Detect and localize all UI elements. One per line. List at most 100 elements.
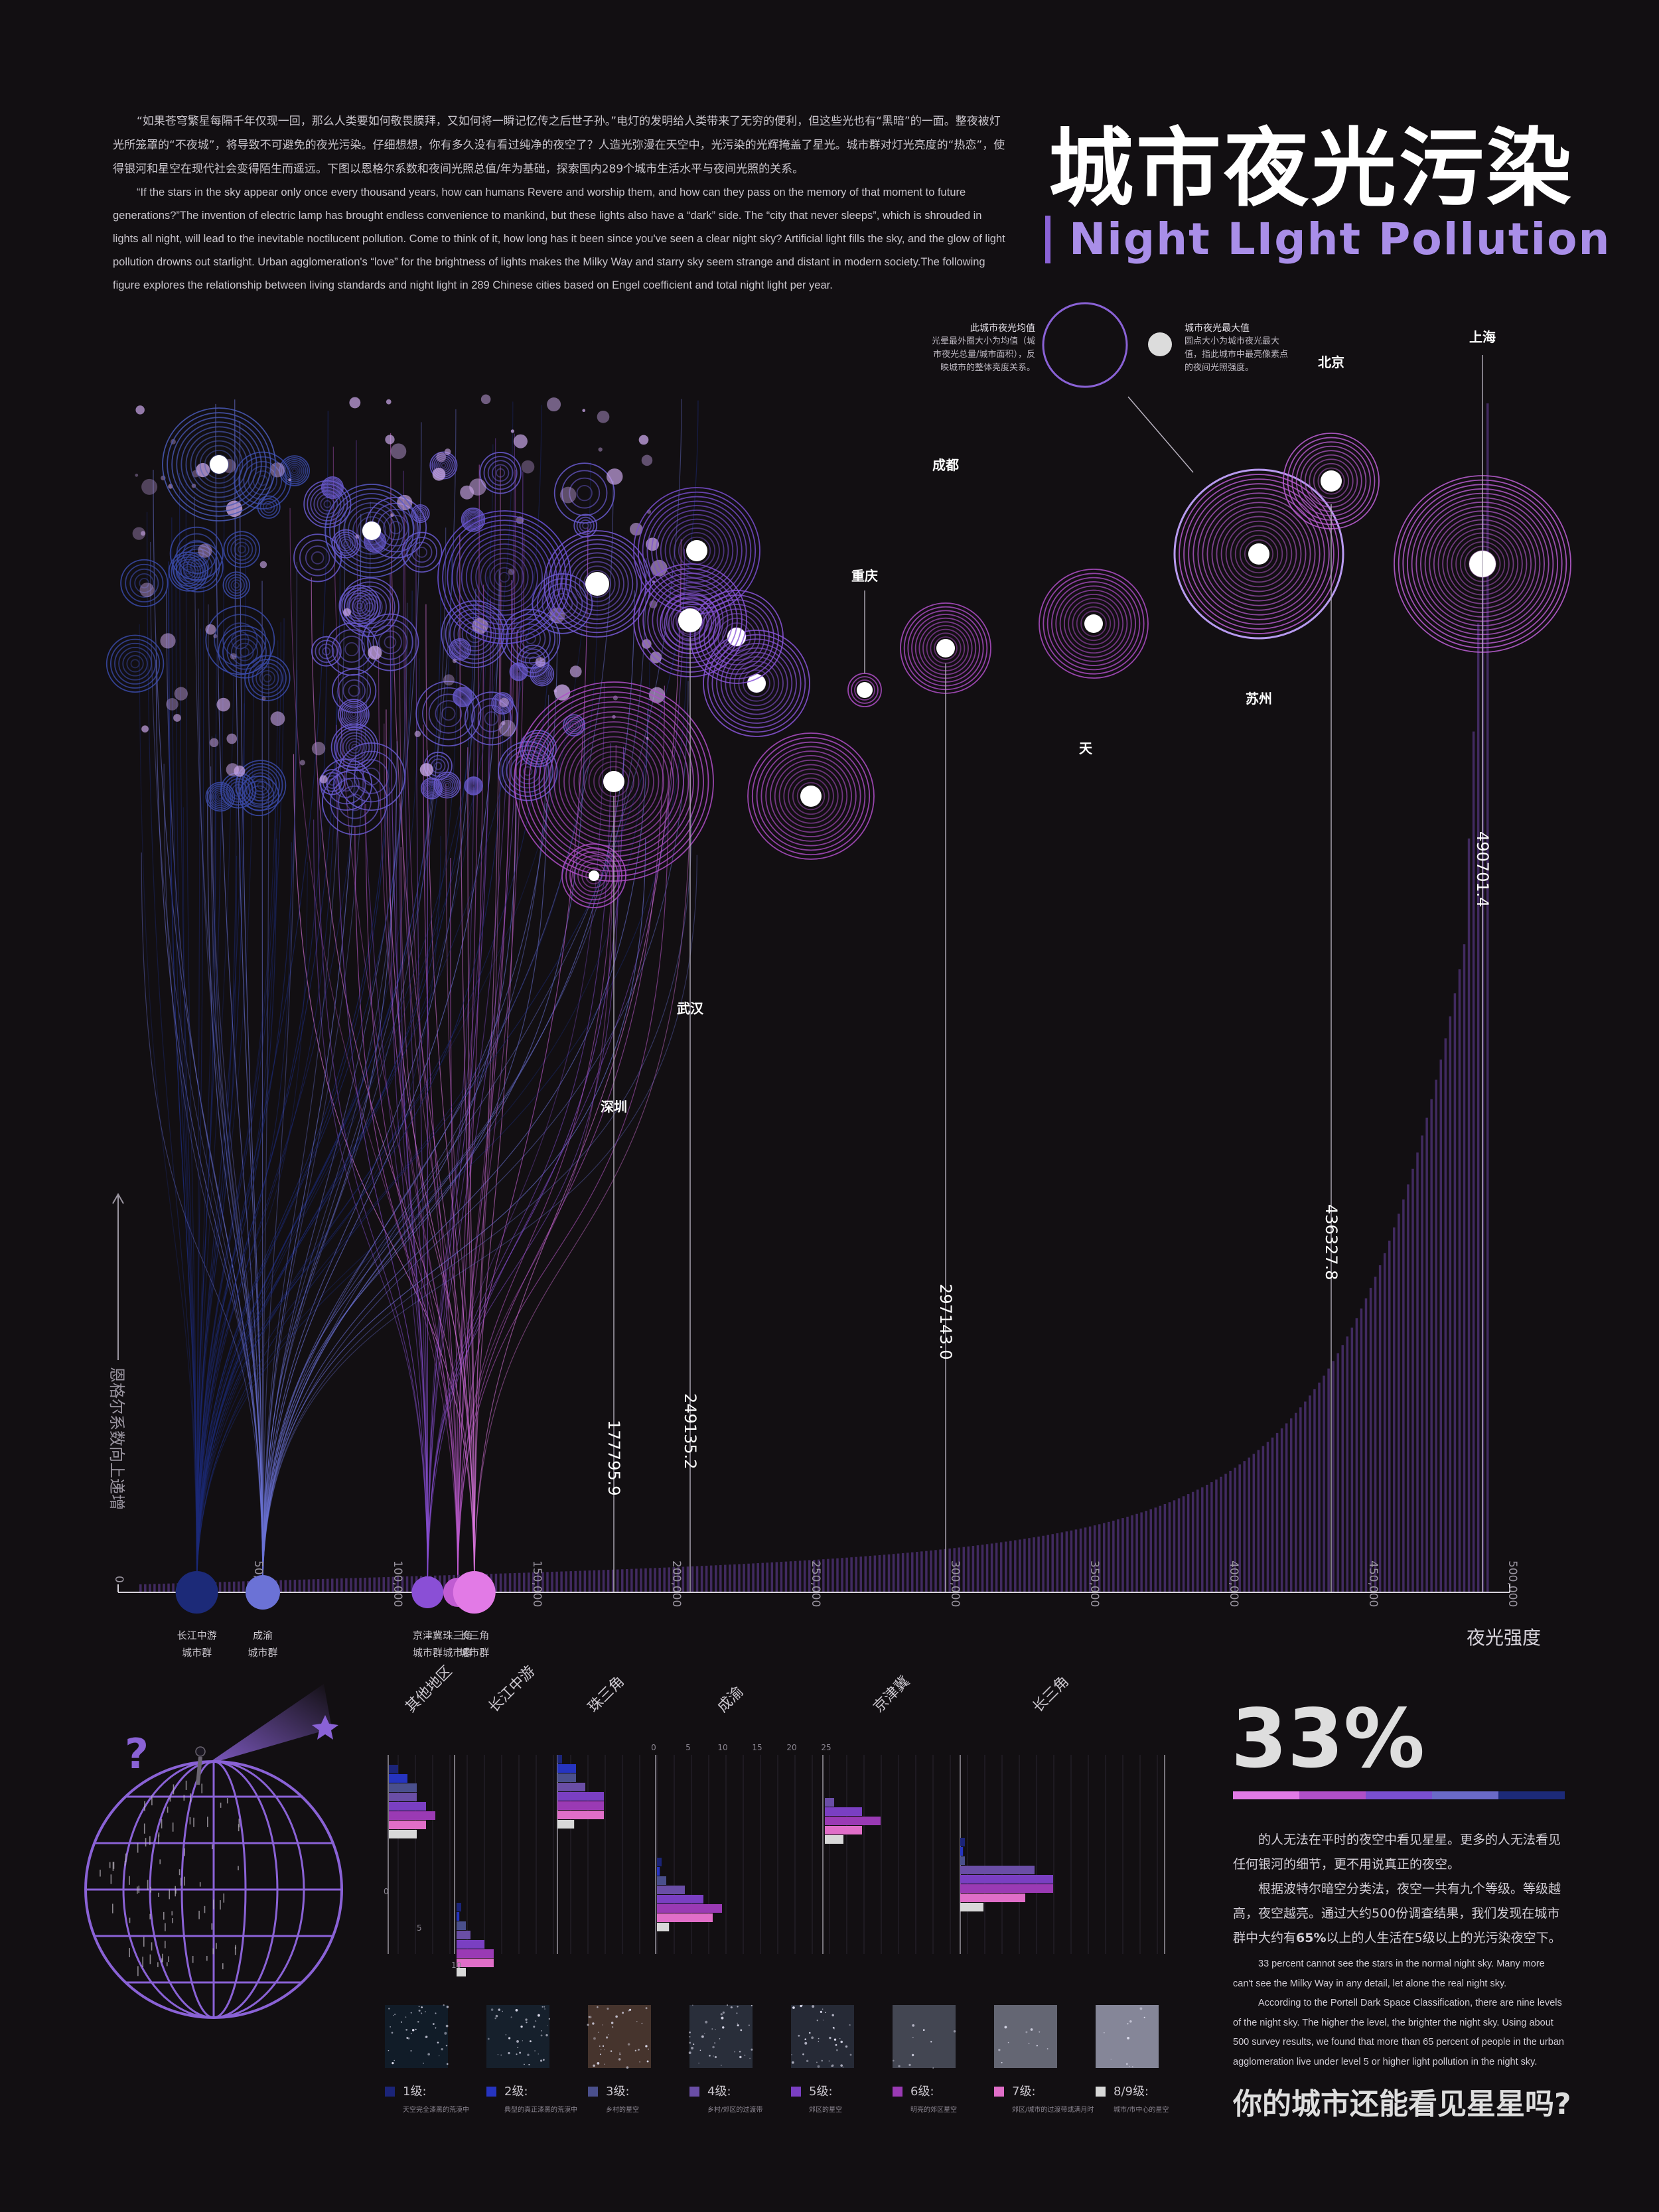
sky-star bbox=[634, 2049, 637, 2051]
city-bar bbox=[1145, 1511, 1147, 1592]
halo-chongqing bbox=[847, 673, 882, 707]
halo-ring bbox=[226, 534, 257, 565]
city-bar bbox=[551, 1572, 553, 1592]
halo-ring bbox=[437, 775, 457, 795]
city-bar bbox=[1355, 1318, 1358, 1592]
sky-star bbox=[607, 2007, 609, 2010]
halo-ring bbox=[210, 787, 230, 807]
halo-ring bbox=[351, 597, 368, 614]
halo-ring bbox=[233, 582, 240, 588]
sky-star bbox=[831, 2014, 834, 2017]
level-swatch bbox=[1096, 2087, 1106, 2097]
sky-star bbox=[510, 2016, 512, 2018]
city-bar bbox=[770, 1562, 774, 1592]
city-label: 成都 bbox=[932, 457, 959, 473]
sky-swatch-tone bbox=[486, 2005, 549, 2068]
halo-ring bbox=[366, 619, 413, 665]
city-bar bbox=[1407, 1184, 1409, 1592]
halo-ring bbox=[172, 541, 224, 593]
city-link-curve bbox=[196, 576, 488, 1590]
city-link-curve bbox=[196, 653, 393, 1590]
city-max-dot bbox=[499, 697, 509, 708]
sky-star bbox=[1028, 2042, 1030, 2045]
sky-star bbox=[1039, 2031, 1041, 2033]
legend-dot-title: 城市夜光最大值 bbox=[1185, 323, 1250, 334]
halo-dot bbox=[210, 455, 228, 474]
halo-ring bbox=[581, 863, 607, 888]
halo-ring bbox=[320, 758, 373, 811]
halo-ring bbox=[515, 623, 546, 654]
region-label: 长三角 bbox=[1030, 1673, 1072, 1716]
halo-ring bbox=[496, 468, 506, 478]
halo-big-2 bbox=[747, 732, 875, 860]
bortle-bar bbox=[557, 1801, 604, 1810]
city-bar bbox=[443, 1575, 446, 1592]
city-bar bbox=[738, 1564, 741, 1592]
halo-ring bbox=[244, 769, 277, 802]
sky-star bbox=[525, 2018, 528, 2021]
bortle-bar bbox=[657, 1904, 722, 1913]
halo-ring bbox=[237, 545, 246, 554]
sky-star bbox=[415, 2028, 417, 2031]
city-bar bbox=[1280, 1428, 1283, 1592]
sky-star bbox=[593, 2037, 596, 2040]
sky-star bbox=[840, 2064, 843, 2067]
sky-star bbox=[849, 2024, 851, 2026]
level-swatch bbox=[385, 2087, 395, 2097]
sky-star bbox=[604, 2063, 605, 2065]
stat-cn-2: 根据波特尔暗空分类法，夜空一共有九个等级。等级越高，夜空越亮。通过大约500份调… bbox=[1233, 1877, 1565, 1951]
city-max-dot bbox=[553, 689, 557, 693]
city-link-curve bbox=[262, 570, 500, 1590]
sky-star bbox=[791, 2061, 794, 2064]
small-halo bbox=[320, 758, 373, 811]
sky-star bbox=[587, 2024, 589, 2026]
city-bar bbox=[1009, 1541, 1012, 1592]
halo-ring bbox=[384, 636, 397, 649]
level-desc: 明亮的郊区星空 bbox=[910, 2105, 957, 2114]
halo-ring bbox=[347, 708, 360, 721]
city-link-curve bbox=[207, 790, 263, 1590]
legend-ring-text: 此城市夜光均值 光晕最外圈大小为均值（城市夜光总量/城市面积），反映城市的整体亮… bbox=[929, 322, 1035, 375]
city-bar bbox=[144, 1584, 147, 1592]
sky-star bbox=[435, 2027, 437, 2029]
city-bar bbox=[1477, 623, 1480, 1593]
halo-ring bbox=[428, 784, 435, 792]
city-bar bbox=[218, 1582, 222, 1592]
city-bar bbox=[930, 1550, 932, 1592]
city-bar bbox=[621, 1569, 624, 1592]
sky-star bbox=[832, 2026, 835, 2029]
halo-ring bbox=[342, 734, 367, 760]
x-axis: 050,000100,000150,000200,000250,000300,0… bbox=[108, 1192, 1541, 1649]
city-link-curve bbox=[262, 681, 689, 1590]
halo-ring bbox=[441, 707, 456, 721]
sky-star bbox=[619, 2053, 621, 2055]
halo-ring bbox=[502, 745, 554, 797]
agglomeration-label: 珠三角 bbox=[443, 1629, 472, 1641]
city-bar bbox=[967, 1546, 970, 1592]
halo-ring bbox=[257, 782, 265, 790]
sky-star bbox=[427, 2053, 430, 2056]
halo-ring bbox=[651, 505, 743, 596]
sky-star bbox=[490, 2008, 494, 2011]
halo-dot bbox=[1248, 543, 1269, 565]
halo-dot bbox=[747, 674, 766, 693]
sky-star bbox=[704, 2033, 705, 2034]
sky-star bbox=[639, 2061, 640, 2063]
city-bar bbox=[1266, 1442, 1269, 1592]
legend-ring bbox=[1042, 302, 1128, 388]
halo-dot bbox=[362, 521, 381, 540]
city-bar bbox=[574, 1570, 577, 1592]
halo-ring bbox=[348, 740, 362, 754]
city-link-curve bbox=[427, 841, 620, 1590]
bortle-bar bbox=[457, 1912, 460, 1921]
sky-star bbox=[932, 2067, 934, 2069]
halo-ring bbox=[378, 630, 402, 654]
halo-ring bbox=[1230, 525, 1288, 583]
halo-ring bbox=[694, 594, 779, 679]
city-link-curve bbox=[215, 403, 263, 1590]
city-bar bbox=[962, 1547, 966, 1592]
halo-ring bbox=[1202, 497, 1316, 611]
halo-ring bbox=[703, 604, 770, 670]
sky-swatch-tone bbox=[791, 2005, 854, 2068]
halo-ring bbox=[286, 462, 303, 479]
